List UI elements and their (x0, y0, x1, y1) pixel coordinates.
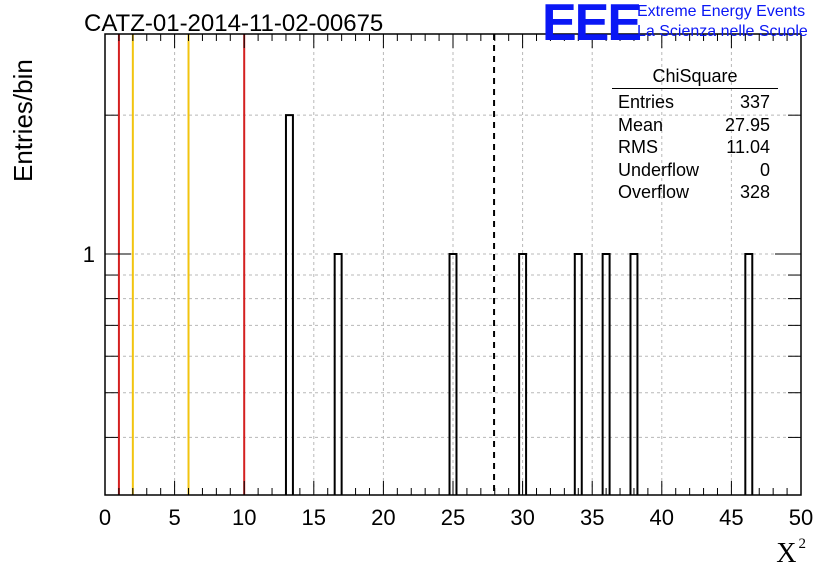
histogram-bin (573, 252, 583, 495)
stats-label: Entries (618, 92, 675, 112)
x-tick-label: 40 (650, 505, 674, 530)
histogram-bin (448, 252, 458, 495)
chart-title: CATZ-01-2014-11-02-00675 (84, 10, 384, 37)
stats-value: 0 (759, 159, 770, 180)
x-tick-label: 0 (99, 505, 111, 530)
x-tick-label: 20 (371, 505, 395, 530)
stats-row-entries: Entries 337 (612, 91, 778, 114)
stats-label: RMS (618, 137, 658, 157)
x-axis-label-sup: 2 (798, 536, 807, 552)
stats-value: 337 (739, 92, 770, 112)
stats-label: Overflow (618, 182, 690, 202)
y-tick-label: 1 (83, 242, 95, 267)
histogram-bin (601, 252, 611, 495)
x-tick-label: 35 (580, 505, 604, 530)
stats-row-mean: Mean 27.95 (612, 114, 778, 137)
stats-value: 328 (739, 182, 770, 202)
stats-box: ChiSquare Entries 337 Mean 27.95 RMS 11.04 Und… (612, 66, 778, 204)
stats-label: Mean (618, 114, 664, 135)
stats-row-overflow: Overflow 328 (612, 181, 778, 204)
x-tick-label: 50 (789, 505, 813, 530)
x-tick-label: 30 (510, 505, 534, 530)
histogram-bin (518, 252, 528, 495)
eee-logo: EEE (542, 0, 642, 52)
histogram-bin (629, 252, 639, 495)
stats-row-underflow: Underflow 0 (612, 159, 778, 182)
stats-title: ChiSquare (612, 66, 778, 89)
x-tick-label: 10 (232, 505, 256, 530)
x-tick-label: 45 (719, 505, 743, 530)
y-axis-label: Entries/bin (8, 59, 38, 182)
histogram-bin (744, 252, 754, 495)
stats-value: 11.04 (726, 137, 770, 157)
histogram-bin (284, 114, 294, 495)
x-axis-label-base: X (776, 538, 797, 569)
histogram-bin (333, 252, 343, 495)
x-tick-label: 25 (441, 505, 465, 530)
stats-row-rms: RMS 11.04 (612, 136, 778, 159)
stats-value: 27.95 (724, 114, 770, 135)
x-tick-label: 5 (168, 505, 180, 530)
stats-label: Underflow (618, 159, 700, 180)
x-tick-label: 15 (302, 505, 326, 530)
logo-line-2: La Scienza nelle Scuole (637, 23, 808, 40)
logo-line-1: Extreme Energy Events (637, 3, 806, 20)
